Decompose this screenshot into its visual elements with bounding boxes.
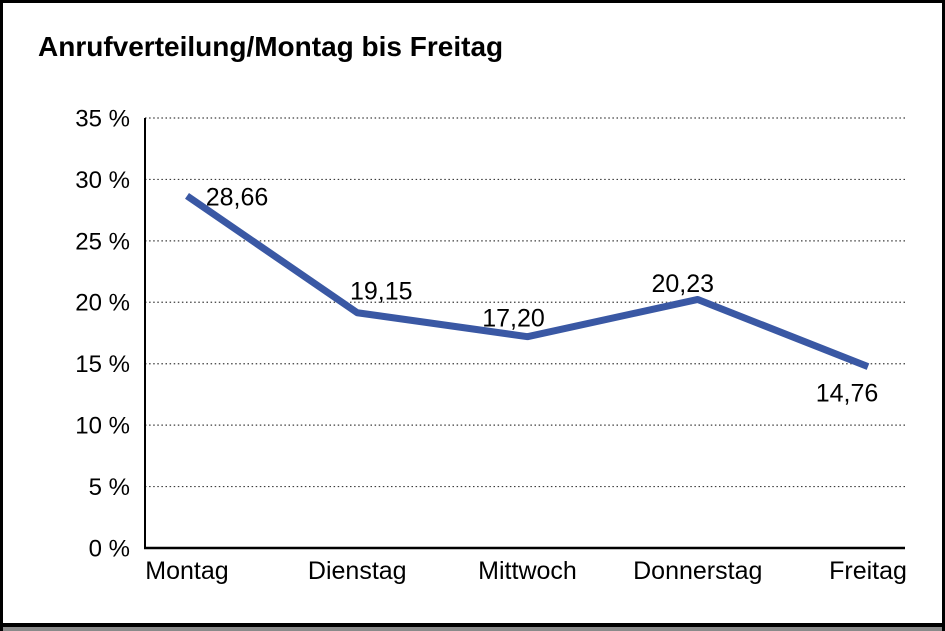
y-tick-label: 0 %	[89, 535, 130, 562]
frame-bottom-edge	[3, 623, 942, 627]
y-tick-label: 35 %	[75, 105, 130, 132]
y-tick-label: 5 %	[89, 474, 130, 501]
x-category-label: Mittwoch	[478, 557, 577, 585]
frame-bottom-shadow-icon	[3, 627, 942, 631]
data-point-label: 14,76	[816, 379, 879, 407]
y-tick-label: 10 %	[75, 413, 130, 440]
data-point-label: 28,66	[206, 184, 269, 212]
y-tick-label: 25 %	[75, 228, 130, 255]
data-point-label: 19,15	[350, 277, 413, 305]
x-category-label: Dienstag	[308, 557, 407, 585]
data-point-label: 17,20	[482, 304, 545, 332]
y-tick-label: 15 %	[75, 351, 130, 378]
x-category-label: Montag	[145, 557, 228, 585]
data-point-label: 20,23	[651, 270, 714, 298]
y-tick-label: 20 %	[75, 290, 130, 317]
y-tick-label: 30 %	[75, 167, 130, 194]
x-category-label: Freitag	[829, 557, 907, 585]
chart-title: Anrufverteilung/Montag bis Freitag	[38, 31, 504, 62]
data-series-line	[185, 193, 870, 370]
x-category-label: Donnerstag	[633, 557, 762, 585]
